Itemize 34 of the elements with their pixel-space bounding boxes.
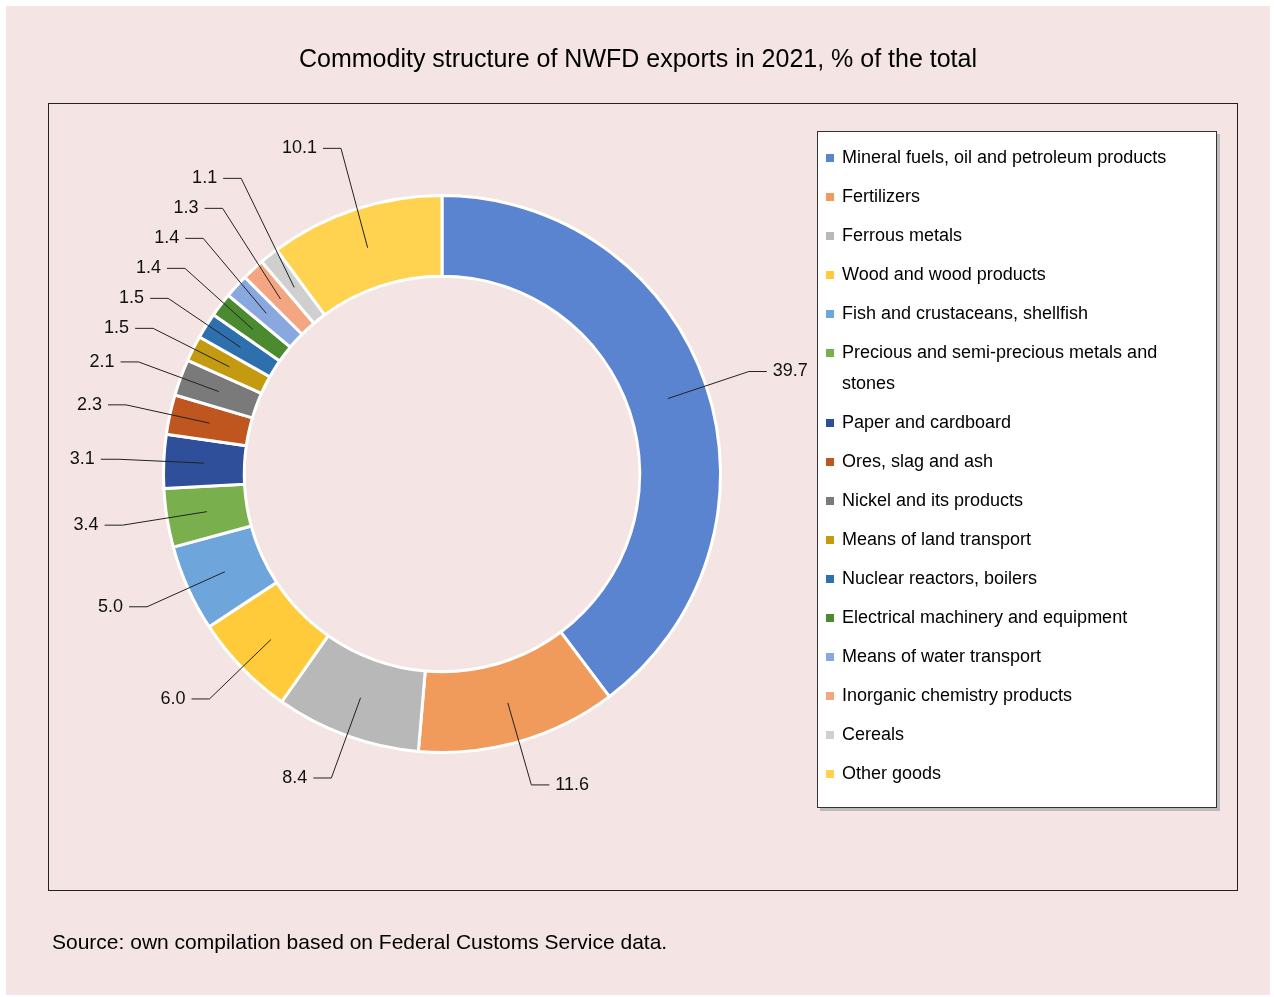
legend-label: Ferrous metals — [842, 224, 964, 247]
legend-label: Ores, slag and ash — [842, 450, 995, 473]
data-label: 6.0 — [160, 687, 186, 708]
legend-label: Fish and crustaceans, shellfish — [842, 302, 1090, 325]
data-label: 1.3 — [173, 197, 199, 218]
legend-label: Wood and wood products — [842, 263, 1047, 286]
data-label: 8.4 — [282, 766, 308, 787]
legend-label: Nuclear reactors, boilers — [842, 567, 1039, 590]
data-label: 1.4 — [154, 227, 180, 248]
legend-label: Paper and cardboard — [842, 411, 1013, 434]
legend-label: Electrical machinery and equipment — [842, 606, 1129, 629]
chart-title: Commodity structure of NWFD exports in 2021, % of the total — [297, 44, 978, 73]
data-label: 10.1 — [281, 137, 317, 158]
data-label: 3.4 — [73, 514, 99, 535]
data-label: 1.5 — [104, 317, 130, 338]
legend-label: Mineral fuels, oil and petroleum products — [842, 146, 1168, 169]
legend-label: Inorganic chemistry products — [842, 684, 1074, 707]
legend-label: Other goods — [842, 762, 943, 785]
legend-label: Nickel and its products — [842, 489, 1025, 512]
data-label: 11.6 — [555, 773, 590, 794]
data-label: 1.1 — [192, 167, 218, 188]
data-label: 2.1 — [89, 350, 115, 371]
data-label: 39.7 — [772, 360, 808, 381]
data-label: 5.0 — [97, 595, 124, 616]
legend-label: Fertilizers — [842, 185, 921, 208]
data-label: 1.5 — [119, 287, 145, 308]
legend-label: Precious and semi-precious metals and stones — [842, 341, 1159, 395]
data-label: 3.1 — [69, 448, 95, 469]
legend-label: Means of water transport — [842, 645, 1043, 668]
legend-label: Means of land transport — [842, 528, 1033, 551]
legend-label: Cereals — [842, 723, 906, 746]
data-label: 2.3 — [76, 393, 102, 414]
data-label: 1.4 — [135, 257, 161, 278]
source-note: Source: own compilation based on Federal Customs Service data. — [52, 930, 668, 954]
